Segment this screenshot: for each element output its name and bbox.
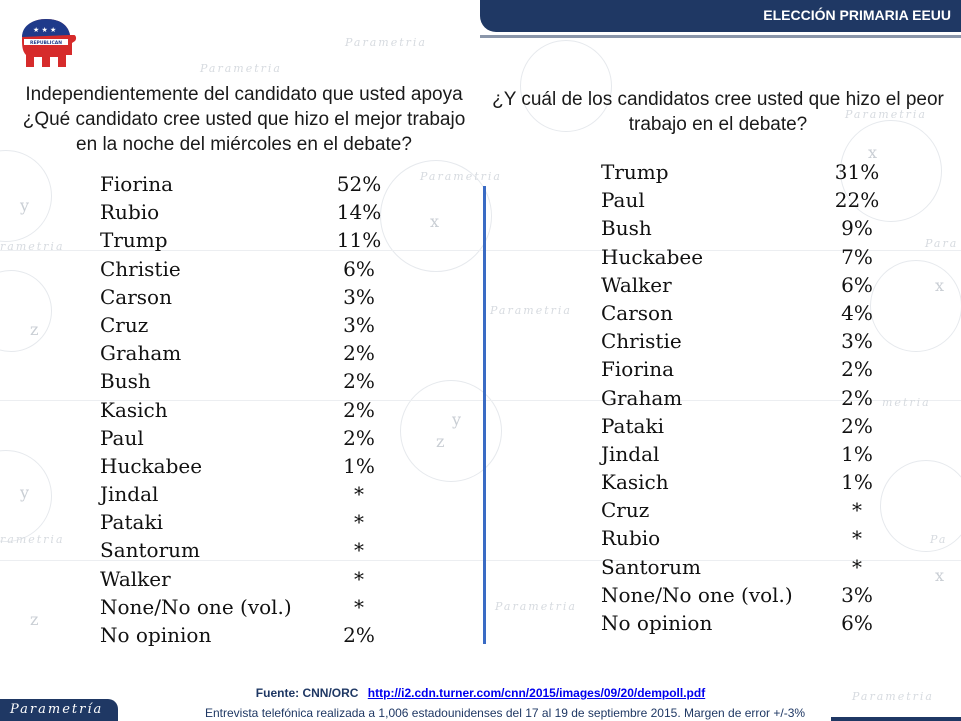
candidate-name: None/No one (vol.) <box>601 582 793 607</box>
candidate-name: Huckabee <box>100 453 203 478</box>
candidate-name: Walker <box>601 272 672 297</box>
candidate-percentage: 2% <box>841 357 873 382</box>
candidate-percentage: * <box>852 526 862 551</box>
candidate-percentage: 1% <box>841 441 873 466</box>
footer-source: Fuente: CNN/ORC http://i2.cdn.turner.com… <box>0 686 961 700</box>
candidate-percentage: 2% <box>343 397 375 422</box>
source-link[interactable]: http://i2.cdn.turner.com/cnn/2015/images… <box>367 686 706 700</box>
candidate-name: Rubio <box>601 526 661 551</box>
candidate-percentage: 2% <box>841 413 873 438</box>
candidate-name: Jindal <box>100 482 159 507</box>
candidate-name: Walker <box>100 566 171 591</box>
candidate-name: Bush <box>601 216 652 241</box>
source-label: Fuente: CNN/ORC <box>255 686 359 700</box>
candidate-name: Fiorina <box>601 357 675 382</box>
candidate-name: Pataki <box>100 510 163 535</box>
candidate-percentage: * <box>354 538 364 563</box>
candidate-percentage: 3% <box>343 312 375 337</box>
header-band-underline <box>480 35 961 38</box>
candidate-percentage: 1% <box>841 470 873 495</box>
candidate-name: Pataki <box>601 413 664 438</box>
svg-text:★ ★ ★: ★ ★ ★ <box>33 26 56 34</box>
candidate-percentage: 3% <box>343 284 375 309</box>
candidate-name: No opinion <box>601 611 713 635</box>
candidate-percentage: 2% <box>343 425 375 450</box>
candidate-percentage: 2% <box>343 369 375 394</box>
candidate-name: Graham <box>100 341 182 366</box>
candidate-percentage: 31% <box>834 160 880 184</box>
panel-divider <box>483 186 486 644</box>
candidate-percentage: 14% <box>336 200 382 225</box>
candidate-percentage: 6% <box>343 256 375 281</box>
candidate-percentage: 6% <box>841 611 873 635</box>
candidate-name: Bush <box>100 369 151 394</box>
candidate-name: Kasich <box>601 470 669 495</box>
candidate-name: Christie <box>601 329 682 354</box>
candidate-name: Trump <box>601 160 669 184</box>
candidate-percentage: * <box>852 554 862 579</box>
candidate-name: Christie <box>100 256 181 281</box>
candidate-name: Fiorina <box>100 172 174 196</box>
section-title: ELECCIÓN PRIMARIA EEUU <box>763 7 951 23</box>
candidate-percentage: 9% <box>841 216 873 241</box>
candidate-percentage: * <box>354 594 364 619</box>
candidate-name: Cruz <box>601 498 650 523</box>
candidate-percentage: * <box>354 566 364 591</box>
footer-note: Entrevista telefónica realizada a 1,006 … <box>205 706 806 720</box>
header-band: ELECCIÓN PRIMARIA EEUU <box>480 0 961 38</box>
candidate-percentage: 52% <box>336 172 382 196</box>
candidate-percentage: 4% <box>841 300 873 325</box>
candidate-name: Trump <box>100 228 168 253</box>
candidate-name: Cruz <box>100 312 149 337</box>
footer-accent-bar <box>831 717 961 721</box>
candidate-percentage: 2% <box>343 623 375 647</box>
candidate-name: Paul <box>100 425 144 450</box>
brand-name: Parametría <box>10 702 104 717</box>
candidate-percentage: 3% <box>841 329 873 354</box>
right-question: ¿Y cuál de los candidatos cree usted que… <box>492 89 944 135</box>
candidate-name: Graham <box>601 385 683 410</box>
candidate-name: Rubio <box>100 200 160 225</box>
svg-text:REPUBLICAN: REPUBLICAN <box>30 40 62 46</box>
candidate-percentage: * <box>354 510 364 535</box>
candidate-percentage: 6% <box>841 272 873 297</box>
candidate-percentage: 11% <box>336 228 382 253</box>
candidate-name: Jindal <box>601 441 660 466</box>
candidate-percentage: 1% <box>343 453 375 478</box>
republican-elephant-logo: ★ ★ ★ REPUBLICAN <box>22 19 77 67</box>
candidate-percentage: * <box>354 482 364 507</box>
candidate-name: Carson <box>601 300 673 325</box>
candidate-percentage: 3% <box>841 582 873 607</box>
candidate-name: None/No one (vol.) <box>100 594 292 619</box>
candidate-name: Kasich <box>100 397 168 422</box>
candidate-name: Santorum <box>100 538 200 563</box>
candidate-percentage: 22% <box>834 188 880 213</box>
candidate-percentage: * <box>852 498 862 523</box>
candidate-percentage: 2% <box>841 385 873 410</box>
candidate-name: Paul <box>601 188 645 213</box>
candidate-percentage: 2% <box>343 341 375 366</box>
candidate-name: Santorum <box>601 554 701 579</box>
left-question: Independientemente del candidato que ust… <box>22 84 466 155</box>
candidate-percentage: 7% <box>841 244 873 269</box>
candidate-name: Carson <box>100 284 172 309</box>
candidate-name: No opinion <box>100 623 212 647</box>
brand-tab: Parametría <box>0 699 118 721</box>
candidate-name: Huckabee <box>601 244 704 269</box>
